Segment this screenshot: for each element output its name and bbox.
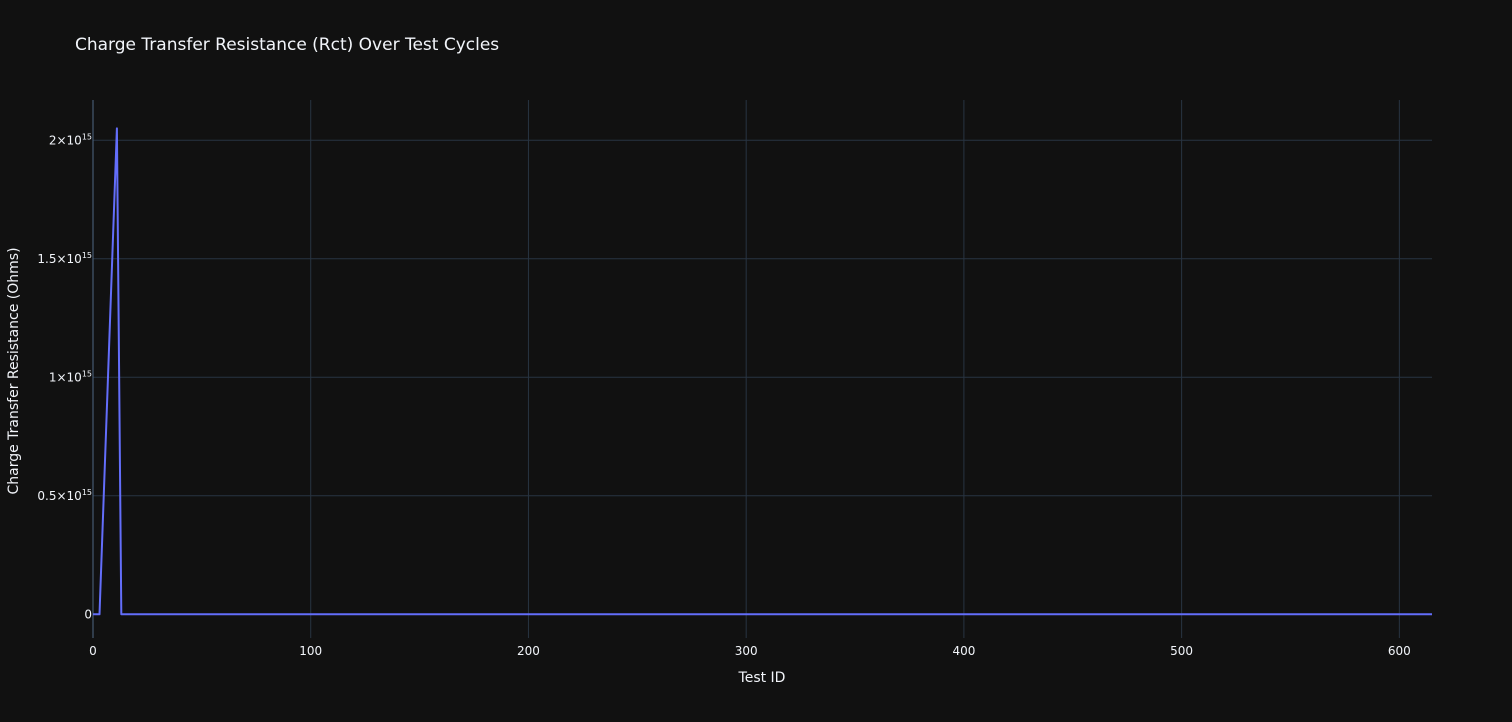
x-axis-title: Test ID — [738, 670, 786, 686]
x-tick-label: 300 — [735, 644, 758, 658]
y-tick-label: 0 — [84, 607, 92, 621]
y-tick-label: 0.5×1015 — [37, 488, 92, 503]
x-tick-label: 500 — [1170, 644, 1193, 658]
x-tick-label: 100 — [299, 644, 322, 658]
y-tick-label: 1×1015 — [49, 369, 92, 384]
series-line-rct — [93, 127, 1432, 616]
series-layer — [93, 127, 1432, 616]
y-tick-label: 2×1015 — [49, 132, 92, 147]
x-tick-label: 0 — [89, 644, 97, 658]
chart-title: Charge Transfer Resistance (Rct) Over Te… — [75, 35, 499, 55]
tick-layer: 0 100 200 300 400 500 600 0 0.5×1015 1×1015 1.5×10… — [37, 132, 1410, 658]
y-tick-label: 1.5×1015 — [37, 251, 92, 266]
x-tick-label: 200 — [517, 644, 540, 658]
x-tick-label: 400 — [952, 644, 975, 658]
grid-layer — [92, 100, 1432, 638]
x-tick-label: 600 — [1388, 644, 1411, 658]
y-axis-title: Charge Transfer Resistance (Ohms) — [6, 247, 22, 494]
